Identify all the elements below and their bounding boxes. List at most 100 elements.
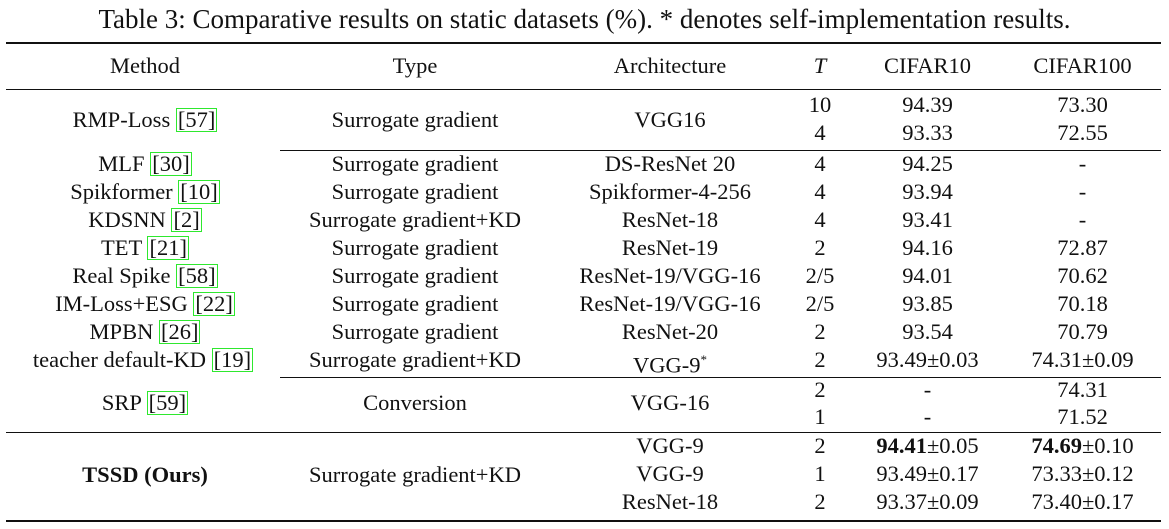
- cifar10-cell: 93.85: [902, 291, 953, 316]
- t-cell: 2: [814, 347, 826, 372]
- arch-cell: ResNet-19: [621, 235, 719, 260]
- cifar100-cell: 72.87: [1057, 235, 1108, 260]
- citation-link[interactable]: [57]: [175, 107, 218, 132]
- cifar100-cell: 73.30: [1057, 92, 1108, 117]
- cifar10-cell: 93.37±0.09: [876, 489, 979, 514]
- t-cell: 4: [814, 179, 826, 204]
- citation-link[interactable]: [58]: [176, 263, 218, 288]
- arch-cell: ResNet-20: [621, 319, 719, 344]
- t-cell: 1: [814, 461, 826, 486]
- arch-cell: VGG-9: [636, 461, 704, 486]
- cifar100-cell: 73.33±0.12: [1031, 461, 1134, 486]
- cifar100-cell: 74.31: [1057, 377, 1108, 402]
- type-cell: Surrogate gradient+KD: [308, 462, 521, 487]
- method-cell: TSSD (Ours): [82, 462, 208, 487]
- method-cell: MPBN [26]: [89, 319, 201, 344]
- method-cell: IM-Loss+ESG [22]: [55, 291, 235, 316]
- cifar100-cell: 71.52: [1057, 404, 1108, 429]
- citation-link[interactable]: [19]: [211, 347, 254, 372]
- method-cell: Spikformer [10]: [70, 179, 220, 204]
- header-cifar10: CIFAR10: [883, 53, 972, 78]
- cifar10-cell: 94.39: [902, 92, 953, 117]
- t-cell: 1: [814, 404, 826, 429]
- bottom-rule: [6, 520, 1161, 522]
- arch-cell: VGG-9: [636, 433, 704, 458]
- method-cell: MLF [30]: [98, 151, 192, 176]
- type-cell: Surrogate gradient: [331, 151, 499, 176]
- cifar10-cell: 93.33: [902, 120, 953, 145]
- cifar100-cell: 70.18: [1057, 291, 1108, 316]
- method-cell: TET [21]: [101, 235, 189, 260]
- cifar10-cell: 94.16: [902, 235, 953, 260]
- type-cell: Surrogate gradient: [331, 291, 499, 316]
- cifar10-cell: 93.49±0.03: [876, 347, 979, 372]
- type-cell: Conversion: [363, 390, 467, 415]
- method-cell: KDSNN [2]: [88, 207, 202, 232]
- cifar10-cell: 93.94: [902, 179, 953, 204]
- arch-cell: VGG-9*: [633, 352, 707, 378]
- arch-cell: ResNet-19/VGG-16: [579, 263, 761, 288]
- type-cell: Surrogate gradient: [331, 179, 499, 204]
- t-cell: 2/5: [805, 291, 835, 316]
- cifar100-cell: 73.40±0.17: [1031, 489, 1134, 514]
- cifar100-cell: 72.55: [1057, 120, 1108, 145]
- type-cell: Surrogate gradient+KD: [308, 347, 521, 372]
- t-cell: 4: [814, 120, 826, 145]
- cifar10-cell: -: [923, 377, 932, 402]
- header-architecture: Architecture: [613, 53, 727, 78]
- citation-link[interactable]: [59]: [146, 390, 189, 415]
- t-cell: 2: [814, 433, 826, 458]
- cifar100-cell: 74.69±0.10: [1031, 433, 1134, 458]
- header-type: Type: [392, 53, 438, 78]
- cifar100-cell: 70.62: [1057, 263, 1108, 288]
- t-cell: 2: [814, 377, 826, 402]
- cifar100-cell: -: [1078, 207, 1087, 232]
- arch-cell: ResNet-19/VGG-16: [579, 291, 761, 316]
- cifar10-cell: 94.01: [902, 263, 953, 288]
- t-cell: 2: [814, 235, 826, 260]
- table-caption: Table 3: Comparative results on static d…: [98, 4, 1071, 34]
- arch-cell: ResNet-18: [621, 207, 719, 232]
- type-cell: Surrogate gradient: [331, 263, 499, 288]
- t-cell: 2: [814, 319, 826, 344]
- citation-link[interactable]: [26]: [158, 319, 201, 344]
- arch-cell: ResNet-18: [621, 489, 719, 514]
- header-t: T: [813, 53, 827, 78]
- t-cell: 10: [808, 92, 832, 117]
- cifar100-cell: -: [1078, 151, 1087, 176]
- type-cell: Surrogate gradient+KD: [308, 207, 521, 232]
- header-cifar100: CIFAR100: [1033, 53, 1132, 78]
- method-cell: Real Spike [58]: [72, 263, 218, 288]
- citation-link[interactable]: [2]: [171, 207, 202, 232]
- citation-link[interactable]: [22]: [193, 291, 235, 316]
- cifar100-cell: 70.79: [1057, 319, 1108, 344]
- t-cell: 4: [814, 207, 826, 232]
- group-rule-2: [280, 377, 1161, 378]
- cifar10-cell: 93.54: [902, 319, 953, 344]
- header-method: Method: [110, 53, 180, 78]
- arch-cell: VGG16: [634, 107, 706, 132]
- t-cell: 2/5: [805, 263, 835, 288]
- cifar100-cell: -: [1078, 179, 1087, 204]
- citation-link[interactable]: [30]: [150, 151, 192, 176]
- arch-cell: VGG-16: [630, 390, 710, 415]
- type-cell: Surrogate gradient: [331, 319, 499, 344]
- type-cell: Surrogate gradient: [331, 107, 499, 132]
- cifar10-cell: 93.41: [902, 207, 953, 232]
- citation-link[interactable]: [21]: [147, 235, 189, 260]
- t-cell: 4: [814, 151, 826, 176]
- method-cell: SRP [59]: [101, 390, 189, 415]
- citation-link[interactable]: [10]: [178, 179, 220, 204]
- cifar100-cell: 74.31±0.09: [1031, 347, 1134, 372]
- header-rule: [6, 89, 1161, 90]
- arch-cell: DS-ResNet 20: [604, 151, 736, 176]
- cifar10-cell: 94.25: [902, 151, 953, 176]
- cifar10-cell: -: [923, 404, 932, 429]
- top-rule: [6, 42, 1161, 44]
- group-rule-3: [6, 432, 1161, 433]
- arch-cell: Spikformer-4-256: [588, 179, 751, 204]
- group-rule-1: [280, 150, 1161, 151]
- method-cell: RMP-Loss [57]: [72, 107, 218, 132]
- cifar10-cell: 93.49±0.17: [876, 461, 979, 486]
- type-cell: Surrogate gradient: [331, 235, 499, 260]
